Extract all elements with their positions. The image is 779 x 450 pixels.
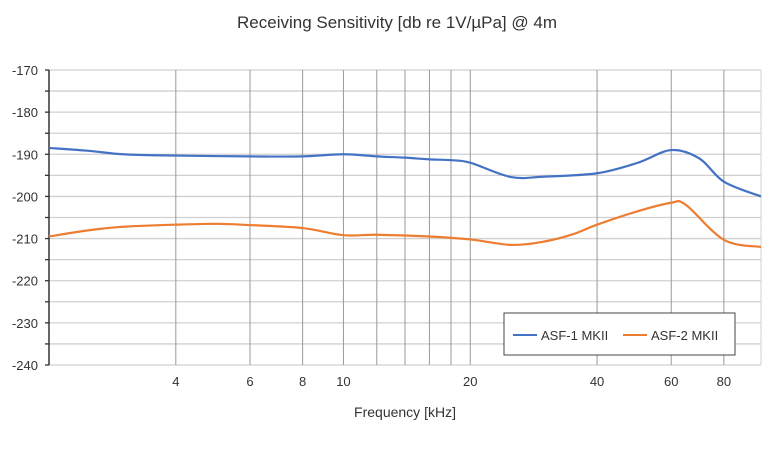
y-tick-label: -220 <box>12 274 38 289</box>
series-line-asf-2-mkii <box>48 199 762 249</box>
x-tick-label: 40 <box>590 374 604 389</box>
x-tick-label: 20 <box>463 374 477 389</box>
x-tick-label: 10 <box>336 374 350 389</box>
y-tick-label: -200 <box>12 189 38 204</box>
y-tick-label: -180 <box>12 105 38 120</box>
y-tick-label: -240 <box>12 358 38 373</box>
x-tick-label: 8 <box>299 374 306 389</box>
x-tick-label: 4 <box>172 374 179 389</box>
legend-label-asf2: ASF-2 MKII <box>651 328 718 343</box>
legend-label-asf1: ASF-1 MKII <box>541 328 608 343</box>
x-tick-label: 60 <box>664 374 678 389</box>
y-tick-label: -230 <box>12 316 38 331</box>
legend: ASF-1 MKII ASF-2 MKII <box>503 312 736 356</box>
series-group <box>48 146 762 249</box>
y-tick-label: -190 <box>12 147 38 162</box>
chart-title: Receiving Sensitivity [db re 1V/µPa] @ 4… <box>237 13 557 32</box>
y-tick-label: -170 <box>12 63 38 78</box>
x-tick-label: 6 <box>246 374 253 389</box>
axes: -170 -180 -190 -200 -210 -220 -230 -240 4 6 8 10 20 4… <box>12 63 731 389</box>
x-tick-label: 80 <box>717 374 731 389</box>
series-line-asf-1-mkii <box>48 146 762 198</box>
grid <box>49 69 762 366</box>
y-tick-label: -210 <box>12 232 38 247</box>
x-axis-label: Frequency [kHz] <box>354 404 456 420</box>
